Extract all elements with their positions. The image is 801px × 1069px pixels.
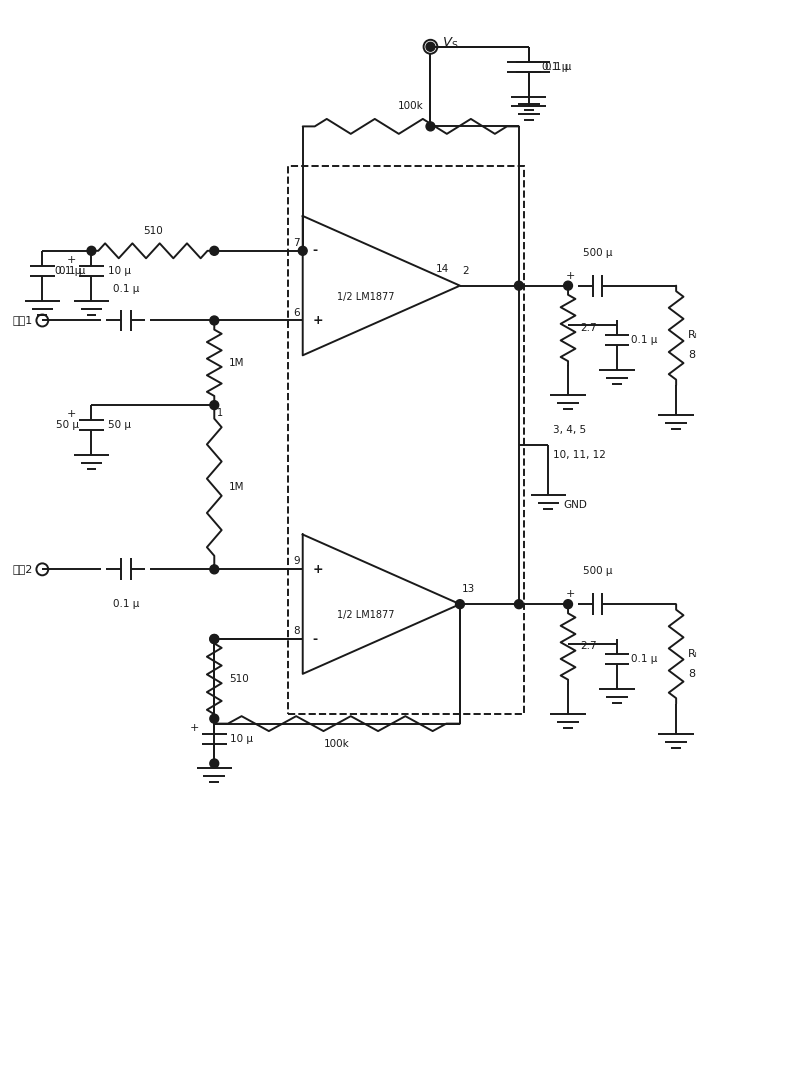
Circle shape	[426, 122, 435, 130]
Text: +: +	[66, 254, 76, 265]
Circle shape	[210, 401, 219, 409]
Text: +: +	[66, 409, 76, 419]
Text: 7: 7	[293, 237, 300, 248]
Text: 1M: 1M	[229, 482, 244, 492]
Text: 510: 510	[143, 226, 163, 236]
Text: 10, 11, 12: 10, 11, 12	[553, 450, 606, 460]
Circle shape	[210, 246, 219, 255]
Text: 14: 14	[436, 264, 449, 274]
Text: $V_{\rm S}$: $V_{\rm S}$	[442, 36, 459, 51]
Text: 输入1: 输入1	[12, 315, 33, 325]
Text: 1/2 LM1877: 1/2 LM1877	[337, 292, 394, 301]
Text: 8: 8	[688, 351, 695, 360]
Text: 6: 6	[293, 308, 300, 317]
Text: 8: 8	[688, 669, 695, 679]
Circle shape	[564, 600, 573, 608]
Text: 0.1 μ: 0.1 μ	[631, 654, 658, 664]
Circle shape	[210, 759, 219, 768]
Text: +: +	[566, 589, 575, 600]
Circle shape	[456, 600, 465, 608]
Text: 0.1 μ: 0.1 μ	[631, 336, 658, 345]
Circle shape	[87, 246, 96, 255]
Text: 1M: 1M	[229, 358, 244, 368]
Circle shape	[210, 635, 219, 644]
Text: +: +	[312, 563, 323, 576]
Circle shape	[298, 246, 307, 255]
Text: 3, 4, 5: 3, 4, 5	[553, 425, 586, 435]
Text: 50 μ: 50 μ	[56, 420, 78, 430]
Text: 1/2 LM1877: 1/2 LM1877	[337, 610, 394, 620]
Circle shape	[564, 281, 573, 290]
Text: +: +	[566, 270, 575, 281]
Text: 100k: 100k	[398, 102, 424, 111]
Text: 10 μ: 10 μ	[107, 266, 131, 276]
Text: -: -	[312, 633, 318, 646]
Text: 100k: 100k	[324, 739, 350, 748]
Text: -: -	[312, 245, 318, 258]
Circle shape	[514, 281, 523, 290]
Circle shape	[210, 714, 219, 723]
Text: +: +	[190, 723, 199, 732]
Circle shape	[426, 43, 435, 51]
Text: 0.1 μ: 0.1 μ	[113, 600, 139, 609]
Text: 13: 13	[462, 585, 475, 594]
Circle shape	[210, 635, 219, 644]
Text: 510: 510	[229, 673, 249, 684]
Text: 2.7: 2.7	[580, 323, 597, 332]
Circle shape	[210, 564, 219, 574]
Circle shape	[514, 600, 523, 608]
Text: 0.1 μ: 0.1 μ	[545, 62, 571, 72]
Text: 输入2: 输入2	[12, 564, 33, 574]
Text: Rₗ: Rₗ	[688, 649, 698, 659]
Text: Rₗ: Rₗ	[688, 330, 698, 340]
Text: GND: GND	[563, 499, 587, 510]
Text: 9: 9	[293, 556, 300, 567]
Text: +: +	[312, 314, 323, 327]
Text: 0.1 μ: 0.1 μ	[58, 266, 85, 276]
Text: 500 μ: 500 μ	[583, 248, 612, 258]
Text: 2.7: 2.7	[580, 641, 597, 651]
Text: 8: 8	[293, 626, 300, 636]
Text: 0.1 μ: 0.1 μ	[542, 62, 569, 72]
Text: 1: 1	[217, 408, 223, 418]
Text: 2: 2	[462, 266, 469, 276]
Text: 500 μ: 500 μ	[583, 567, 612, 576]
Text: 0.1 μ: 0.1 μ	[113, 283, 139, 294]
Circle shape	[210, 316, 219, 325]
Text: 50 μ: 50 μ	[107, 420, 131, 430]
Text: 10 μ: 10 μ	[231, 733, 253, 744]
Bar	[288, 166, 524, 714]
Text: 0.1 μ: 0.1 μ	[55, 266, 82, 276]
